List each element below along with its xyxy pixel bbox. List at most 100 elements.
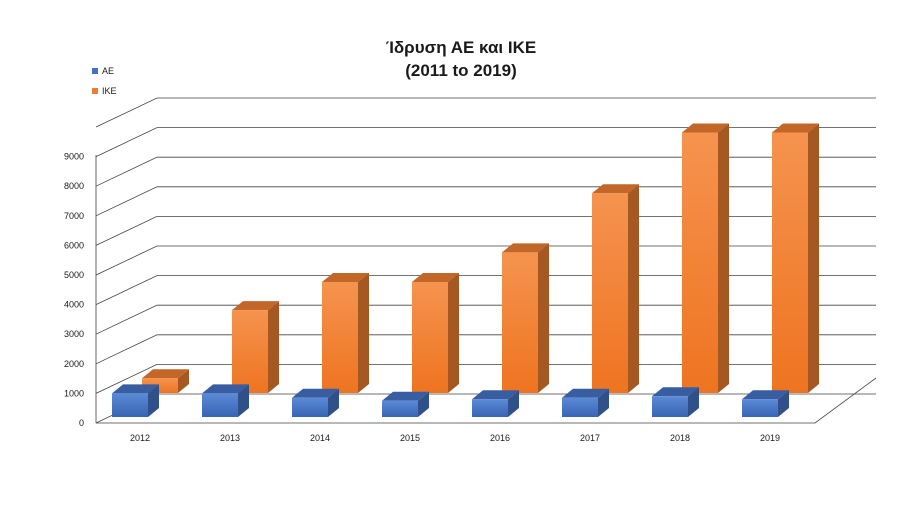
bar-ike-top (592, 184, 639, 194)
bar-ae-top (562, 388, 609, 398)
y-tick-label: 7000 (64, 211, 84, 221)
bar-ae-side (418, 391, 429, 417)
gridline (95, 245, 876, 276)
x-tick-label: 2014 (310, 433, 330, 443)
bar-ae-side (238, 384, 249, 417)
bar-ike-side (538, 243, 549, 393)
bar-ike (682, 123, 729, 394)
bar-ike-top (232, 301, 279, 311)
gridline (95, 97, 876, 128)
gridline (95, 334, 876, 365)
bar-ike-front (412, 282, 448, 393)
floor-edge (96, 377, 877, 424)
bar-ae-front (742, 399, 778, 417)
bar-ike-front (682, 132, 718, 393)
bar-ae-side (688, 387, 699, 417)
bar-ike-side (808, 123, 819, 394)
chart-title-line-1: Ίδρυση ΑΕ και ΙΚΕ (386, 38, 536, 57)
bar-ike-top (142, 369, 189, 379)
bar-ae-side (598, 388, 609, 417)
y-axis-ticks: 0 1000 2000 3000 4000 5000 6000 7000 8000 9000 (64, 152, 84, 428)
bar-ae (112, 384, 159, 417)
bar-ike-front (592, 193, 628, 393)
bar-ike-top (322, 273, 369, 282)
legend-swatch-ike (92, 88, 98, 94)
x-tick-label: 2013 (220, 433, 240, 443)
y-tick-label: 6000 (64, 240, 84, 250)
x-tick-label: 2017 (580, 433, 600, 443)
bar-ae-side (508, 390, 519, 417)
bar-ae (562, 388, 609, 417)
y-tick-label: 0 (79, 418, 84, 428)
gridline (95, 156, 876, 187)
bar-ike (322, 273, 369, 393)
bar-ae (742, 390, 789, 417)
y-tick-label: 2000 (64, 359, 84, 369)
bar-ike (412, 273, 459, 393)
x-tick-label: 2015 (400, 433, 420, 443)
bar-ae-front (472, 399, 508, 417)
bar-ike-front (322, 282, 358, 393)
bar-ike (232, 301, 279, 393)
x-axis-ticks: 2012 2013 2014 2015 2016 2017 2018 2019 (130, 433, 780, 443)
bar-ae (292, 388, 339, 417)
bar-ae-front (112, 393, 148, 417)
bar-ae-front (202, 393, 238, 417)
bar-ike (772, 123, 819, 394)
gridlines (95, 97, 876, 424)
bar-ae-top (202, 384, 249, 394)
x-tick-label: 2019 (760, 433, 780, 443)
bar-ae-top (112, 384, 159, 394)
bar-ike-side (448, 273, 459, 393)
y-tick-label: 8000 (64, 181, 84, 191)
bar-ae-front (382, 400, 418, 417)
bar-ike (502, 243, 549, 393)
bar-ae (382, 391, 429, 417)
y-tick-label: 4000 (64, 300, 84, 310)
gridline (95, 304, 876, 335)
legend-swatch-ae (92, 68, 98, 74)
x-tick-label: 2016 (490, 433, 510, 443)
bar-ae-top (742, 390, 789, 400)
bar-ae-top (472, 390, 519, 400)
x-tick-label: 2018 (670, 433, 690, 443)
bar-ike-side (718, 123, 729, 394)
bar-ike-top (682, 123, 729, 133)
gridline (95, 186, 876, 217)
bar-ike-top (412, 273, 459, 282)
bar-ike (592, 184, 639, 393)
bar-ae-side (328, 388, 339, 417)
bar-ike-front (502, 252, 538, 393)
bar-ae-side (778, 390, 789, 417)
bar-ae (202, 384, 249, 417)
bar-ae-side (148, 384, 159, 417)
bar-ike-top (502, 243, 549, 253)
x-tick-label: 2012 (130, 433, 150, 443)
gridline (95, 215, 876, 246)
gridline (95, 275, 876, 305)
bar-ike-side (628, 184, 639, 393)
bar-ike-front (232, 310, 268, 393)
bar-ae-front (292, 397, 328, 417)
bar-ae (472, 390, 519, 417)
bar-ae-front (652, 396, 688, 417)
y-tick-label: 1000 (64, 388, 84, 398)
bar-ike-side (268, 301, 279, 393)
y-tick-label: 3000 (64, 329, 84, 339)
bar-ae-top (382, 391, 429, 401)
y-tick-label: 5000 (64, 270, 84, 280)
y-tick-label: 9000 (64, 152, 84, 162)
legend-label-ike: ΙΚΕ (102, 86, 117, 96)
bars (112, 123, 819, 417)
chart-title-line-2: (2011 to 2019) (405, 61, 517, 80)
bar-ae-front (562, 397, 598, 417)
bar-ike-side (358, 273, 369, 393)
legend-label-ae: ΑΕ (102, 66, 114, 76)
axis-frame (95, 155, 877, 424)
legend: ΑΕ ΙΚΕ (92, 66, 117, 96)
bar-ike-front (772, 132, 808, 393)
bar-ike-side (178, 369, 189, 393)
bar-ae-top (292, 388, 339, 398)
bar-ike-top (772, 123, 819, 133)
